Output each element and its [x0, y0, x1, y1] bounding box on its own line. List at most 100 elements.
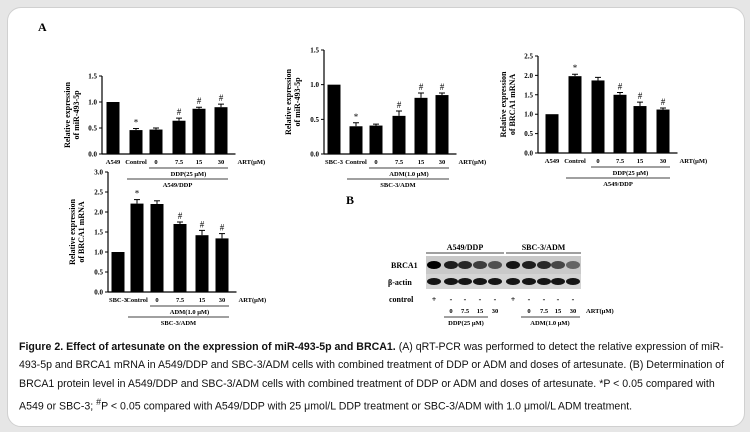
- figure-caption: Figure 2. Effect of artesunate on the ex…: [19, 338, 735, 416]
- y-tick-label: 0.0: [94, 289, 103, 297]
- blot-band-actin: [522, 278, 536, 285]
- bar: [173, 224, 187, 292]
- significance-mark: #: [397, 100, 402, 110]
- treatment-label: DDP(25 μM): [448, 320, 484, 327]
- category-label: 15: [199, 297, 206, 304]
- significance-mark: #: [440, 82, 445, 92]
- y-tick-label: 2.5: [94, 189, 103, 197]
- unit-label: ART(μM): [239, 297, 267, 304]
- blot-band-brca1: [522, 261, 536, 269]
- control-mark: +: [432, 295, 437, 304]
- control-mark: -: [494, 295, 497, 304]
- bar: [568, 76, 582, 153]
- bar-chart-4: 0.0 0.5 1.0 1.5 2.0 2.5 3.0 Relative expression…: [68, 169, 266, 328]
- treatment-label: ADM(1.0 μM): [530, 320, 569, 327]
- control-mark: -: [450, 295, 453, 304]
- category-label: Control: [125, 159, 147, 166]
- unit-label: ART(μM): [459, 159, 487, 166]
- blot-group-label: A549/DDP: [447, 243, 484, 252]
- bar: [195, 235, 209, 292]
- blot-band-actin: [444, 278, 458, 285]
- blot-row-label: β-actin: [388, 278, 412, 287]
- unit-label: ART(μM): [680, 158, 708, 165]
- significance-mark: *: [354, 112, 359, 122]
- figure-card: A 0.0 0.5 1.0 1.5 Relative expressionof miR-…: [7, 7, 745, 427]
- y-axis-label: Relative expressionof BRCA1 mRNA: [68, 199, 86, 265]
- category-label: 30: [219, 297, 226, 304]
- bar: [327, 84, 341, 154]
- blot-band-actin: [488, 278, 502, 285]
- significance-mark: #: [197, 96, 202, 106]
- category-label: 30: [439, 159, 446, 166]
- category-label: 15: [418, 159, 425, 166]
- y-tick-label: 1.0: [88, 99, 97, 107]
- bar: [414, 97, 428, 154]
- bar: [633, 106, 647, 153]
- bar: [111, 252, 125, 292]
- blot-band-actin: [551, 278, 565, 285]
- y-tick-label: 3.0: [94, 169, 103, 177]
- bar: [192, 108, 206, 154]
- bar: [349, 126, 363, 154]
- category-label: A549: [106, 159, 121, 166]
- bracket-inner-label: DDP(25 μM): [613, 170, 649, 177]
- bracket-inner-label: DDP(25 μM): [171, 171, 207, 178]
- bar-chart-2: 0.0 0.5 1.0 1.5 Relative expressionof miR-49…: [284, 47, 486, 190]
- bar: [545, 114, 559, 153]
- y-tick-label: 0.0: [310, 151, 319, 159]
- bracket-outer-label: SBC-3/ADM: [161, 320, 196, 327]
- y-tick-label: 0.0: [524, 150, 533, 158]
- art-dose-label: 15: [477, 308, 484, 315]
- bar: [149, 129, 163, 154]
- category-label: 0: [154, 159, 157, 166]
- significance-mark: #: [177, 107, 182, 117]
- blot-band-actin: [537, 278, 551, 285]
- category-label: 30: [660, 158, 667, 165]
- y-axis-label: Relative expressionof miR-493-5p: [284, 69, 302, 135]
- control-label: control: [389, 295, 414, 304]
- y-tick-label: 1.5: [310, 47, 319, 55]
- bar-chart-3: 0.0 0.5 1.0 1.5 2.0 2.5 Relative expressionof …: [499, 53, 707, 189]
- blot-band-brca1: [473, 261, 487, 269]
- significance-mark: #: [220, 223, 225, 233]
- bracket-inner-label: ADM(1.0 μM): [170, 309, 209, 316]
- category-label: 30: [218, 159, 225, 166]
- y-tick-label: 2.0: [524, 72, 533, 80]
- category-label: 15: [196, 159, 203, 166]
- bar: [172, 120, 186, 154]
- category-label: Control: [564, 158, 586, 165]
- art-dose-label: 15: [555, 308, 562, 315]
- blot-row-label: BRCA1: [391, 261, 418, 270]
- category-label: 0: [374, 159, 377, 166]
- y-tick-label: 0.5: [94, 269, 103, 277]
- category-label: 7.5: [395, 159, 404, 166]
- bar: [369, 125, 383, 154]
- category-label: 0: [155, 297, 158, 304]
- western-blot: A549/DDP SBC-3/ADM BRCA1 β-actin + - - - - + - - - - c…: [388, 243, 614, 327]
- blot-band-actin: [566, 278, 580, 285]
- blot-band-actin: [427, 278, 441, 285]
- significance-mark: #: [661, 97, 666, 107]
- blot-strip-brca1: [426, 256, 581, 274]
- y-tick-label: 1.5: [88, 73, 97, 81]
- panel-b-label: B: [346, 193, 354, 207]
- category-label: 7.5: [616, 158, 625, 165]
- caption-hash-symbol: #: [96, 397, 102, 408]
- y-tick-label: 2.0: [94, 209, 103, 217]
- figure-panels: A 0.0 0.5 1.0 1.5 Relative expressionof miR-…: [38, 20, 707, 328]
- blot-band-actin: [458, 278, 472, 285]
- significance-mark: #: [200, 219, 205, 229]
- y-tick-label: 1.5: [94, 229, 103, 237]
- bracket-outer-label: A549/DDP: [603, 181, 633, 188]
- caption-text-1: (A) qRT-PCR was performed to detect the …: [19, 341, 725, 413]
- bar-chart-1: 0.0 0.5 1.0 1.5 Relative expressionof miR-49…: [63, 73, 265, 190]
- bar: [150, 204, 164, 292]
- significance-mark: *: [573, 63, 578, 73]
- blot-band-actin: [506, 278, 520, 285]
- panel-a-label: A: [38, 20, 47, 34]
- bar: [130, 203, 144, 292]
- y-tick-label: 1.5: [524, 91, 533, 99]
- y-axis-label: Relative expressionof BRCA1 mRNA: [499, 71, 517, 137]
- unit-label: ART(μM): [238, 159, 266, 166]
- bracket-outer-label: SBC-3/ADM: [380, 182, 415, 189]
